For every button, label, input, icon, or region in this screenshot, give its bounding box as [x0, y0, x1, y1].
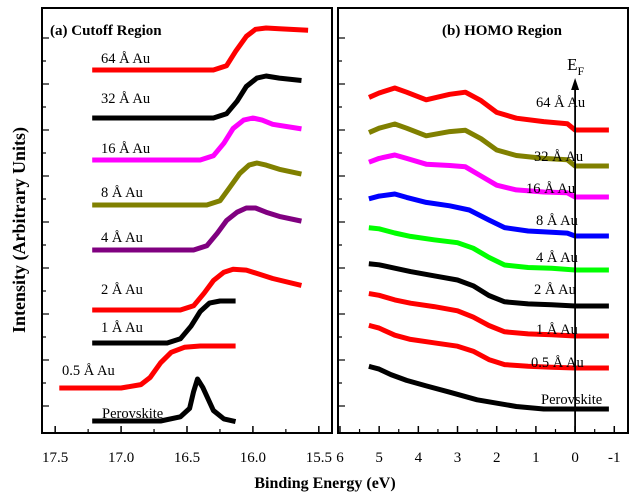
series-label: Perovskite	[102, 406, 163, 422]
x-tick-label: 5	[375, 450, 383, 466]
series-label: 32 Å Au	[534, 149, 583, 165]
series-label: 0.5 Å Au	[531, 355, 584, 371]
series-line	[92, 115, 302, 163]
x-tick-label: 17.5	[42, 450, 68, 466]
series-line	[59, 343, 236, 391]
series-line	[368, 291, 609, 339]
x-tick-label: -1	[608, 450, 621, 466]
series-label: 2 Å Au	[101, 282, 143, 298]
series-label: 4 Å Au	[536, 250, 578, 266]
series-label: 2 Å Au	[534, 282, 576, 298]
series-line	[368, 121, 609, 169]
panel-a-curve-labels: Perovskite 0.5 Å Au 1 Å Au 2 Å Au 4 Å Au 8 Å …	[62, 51, 163, 422]
panel-a-cutoff-region: (a) Cutoff Region 17.5 17.0 16.5 16.0 15.5 P…	[41, 7, 333, 466]
x-tick-label: 3	[454, 450, 462, 466]
series-line	[92, 298, 236, 346]
panel-b-curves	[368, 85, 609, 412]
x-tick-label: 0	[571, 450, 579, 466]
series-label: 64 Å Au	[101, 51, 150, 67]
series-line	[92, 160, 302, 208]
panel-a-ticks: 17.5 17.0 16.5 16.0 15.5	[42, 37, 332, 466]
series-line	[368, 191, 609, 239]
x-tick-label: 1	[532, 450, 540, 466]
y-axis-label: Intensity (Arbitrary Units)	[9, 127, 30, 333]
series-line	[368, 152, 609, 200]
panel-b-homo-region: (b) HOMO Region 6 5 4 3 2 1 0 -1 Perovskite 0.5 …	[336, 7, 629, 466]
series-label: Perovskite	[541, 392, 602, 408]
series-line	[92, 73, 302, 121]
series-line	[368, 85, 609, 133]
fermi-level-arrowhead	[571, 78, 580, 90]
x-tick-label: 4	[415, 450, 423, 466]
panel-b-ticks: 6 5 4 3 2 1 0 -1	[336, 37, 621, 466]
series-label: 8 Å Au	[536, 213, 578, 229]
x-tick-label: 16.0	[240, 450, 266, 466]
series-line	[92, 376, 237, 424]
series-label: 4 Å Au	[101, 230, 143, 246]
series-label: 32 Å Au	[101, 91, 150, 107]
fermi-level-label: EF	[567, 55, 584, 78]
series-line	[368, 363, 609, 412]
series-label: 16 Å Au	[101, 141, 150, 157]
series-line	[368, 322, 609, 371]
x-tick-label: 15.5	[306, 450, 332, 466]
x-tick-label: 17.0	[108, 450, 134, 466]
x-tick-label: 6	[336, 450, 344, 466]
series-line	[368, 261, 609, 309]
series-label: 8 Å Au	[101, 185, 143, 201]
series-label: 1 Å Au	[101, 320, 143, 336]
panel-b-title: (b) HOMO Region	[442, 23, 563, 39]
panel-b-curve-labels: Perovskite 0.5 Å Au 1 Å Au 2 Å Au 4 Å Au 8 Å …	[526, 95, 602, 408]
series-line	[92, 266, 303, 313]
series-label: 16 Å Au	[526, 181, 575, 197]
x-tick-label: 16.5	[174, 450, 200, 466]
series-label: 64 Å Au	[536, 95, 585, 111]
series-line	[92, 25, 309, 73]
series-line	[92, 205, 302, 253]
panel-a-curves	[59, 25, 309, 424]
x-tick-label: 2	[493, 450, 501, 466]
series-label: 0.5 Å Au	[62, 363, 115, 379]
panel-a-title: (a) Cutoff Region	[50, 23, 162, 39]
x-axis-label: Binding Energy (eV)	[254, 475, 395, 492]
series-line	[368, 225, 609, 273]
panel-b-frame	[337, 7, 629, 434]
series-label: 1 Å Au	[536, 322, 578, 338]
